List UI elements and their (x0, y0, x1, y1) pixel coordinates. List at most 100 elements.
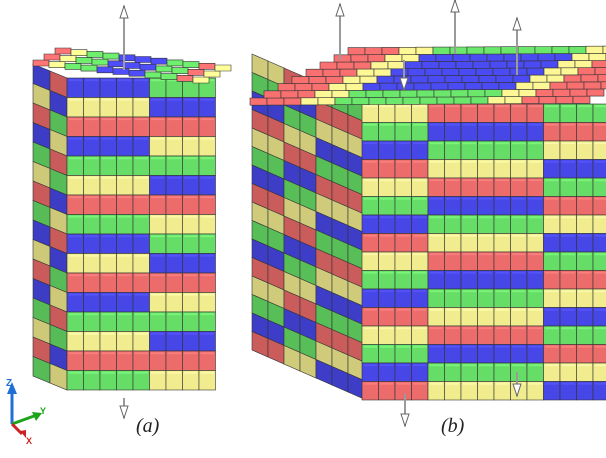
b-top-cell (527, 68, 544, 75)
a-top-cell (177, 75, 193, 81)
a-front-cell-highlight (102, 216, 116, 218)
a-front-cell-highlight (118, 372, 132, 374)
b-front-cell (428, 178, 445, 197)
b-front-cell (527, 326, 544, 345)
a-front-cell-highlight (69, 294, 83, 296)
a-front-cell-highlight (168, 99, 182, 101)
a-front-cell (133, 293, 150, 313)
a-front-cell-highlight (168, 274, 182, 276)
b-front-cell (362, 289, 379, 308)
a-front-cell (117, 176, 134, 196)
a-front-cell-highlight (102, 333, 116, 335)
b-top-cell (349, 90, 366, 97)
b-front-cell-highlight (380, 272, 394, 274)
b-front-cell (560, 271, 577, 290)
a-front-cell-highlight (135, 79, 149, 81)
b-front-cell-highlight (397, 364, 411, 366)
b-front-cell (428, 289, 445, 308)
a-front-cell (67, 98, 84, 118)
a-front-cell-highlight (151, 99, 165, 101)
a-front-cell-highlight (118, 99, 132, 101)
b-front-cell (478, 271, 495, 290)
b-top-cell (250, 98, 267, 105)
b-top-cell (573, 96, 590, 103)
b-front-cell-highlight (397, 272, 411, 274)
b-front-cell-highlight (479, 327, 493, 329)
a-front-cell-highlight (184, 177, 198, 179)
a-front-cell-highlight (85, 372, 99, 374)
b-front-cell (412, 197, 429, 216)
b-front-cell-highlight (463, 272, 477, 274)
a-top-cell (65, 63, 81, 69)
b-front-cell-highlight (529, 235, 543, 237)
b-front-cell (560, 234, 577, 253)
a-front-cell-highlight (118, 294, 132, 296)
a-front-cell-highlight (102, 99, 116, 101)
b-front-cell-highlight (595, 124, 606, 126)
a-top-cell (167, 60, 183, 66)
b-front-cell (461, 178, 478, 197)
b-top-cell (419, 54, 436, 61)
b-front-cell (362, 308, 379, 327)
a-front-cell (84, 332, 101, 352)
b-front-cell (560, 326, 577, 345)
b-front-cell (577, 289, 594, 308)
a-front-cell (67, 273, 84, 293)
b-top-cell (505, 97, 522, 104)
b-front-cell (445, 178, 462, 197)
b-top-cell (589, 53, 606, 60)
a-front-cell (183, 254, 200, 274)
a-front-cell (84, 293, 101, 313)
a-front-cell-highlight (85, 99, 99, 101)
a-front-cell (84, 234, 101, 254)
a-front-cell-highlight (184, 255, 198, 257)
b-front-cell-highlight (397, 346, 411, 348)
b-top-cell (584, 82, 601, 89)
a-top-cell (97, 67, 113, 73)
a-front-cell (199, 215, 216, 235)
a-front-cell-highlight (151, 235, 165, 237)
b-top-cell (496, 75, 513, 82)
b-front-cell (494, 123, 511, 142)
b-front-cell-highlight (446, 235, 460, 237)
b-top-cell (516, 82, 533, 89)
a-front-cell-highlight (168, 333, 182, 335)
b-top-cell (433, 47, 450, 54)
b-front-cell-highlight (578, 309, 592, 311)
b-front-cell (478, 326, 495, 345)
b-top-cell (337, 62, 354, 69)
b-front-cell-highlight (595, 235, 606, 237)
a-front-cell (166, 273, 183, 293)
a-front-cell-highlight (85, 352, 99, 354)
a-front-cell (117, 312, 134, 332)
b-front-cell-highlight (397, 105, 411, 107)
b-front-cell (494, 345, 511, 364)
b-front-cell-highlight (545, 253, 559, 255)
b-front-cell (511, 271, 528, 290)
a-front-cell-highlight (151, 196, 165, 198)
a-front-cell (150, 254, 167, 274)
b-front-cell (395, 308, 412, 327)
a-top-arrow-head (120, 6, 128, 18)
b-front-cell-highlight (562, 179, 576, 181)
b-front-cell-highlight (512, 364, 526, 366)
b-front-cell (511, 326, 528, 345)
b-front-cell-highlight (430, 235, 444, 237)
a-front-cell (166, 332, 183, 352)
b-front-cell (527, 197, 544, 216)
a-front-cell-highlight (135, 138, 149, 140)
a-top-cell (204, 71, 220, 77)
b-top-cell (368, 55, 385, 62)
b-front-cell (362, 363, 379, 382)
a-front-cell-highlight (85, 79, 99, 81)
a-front-cell (199, 98, 216, 118)
a-front-cell-highlight (151, 352, 165, 354)
a-front-cell-highlight (201, 352, 215, 354)
coordinate-triad-icon: Z Y X (6, 378, 46, 446)
b-top-cell (284, 98, 301, 105)
b-front-cell (379, 308, 396, 327)
a-front-cell-highlight (168, 196, 182, 198)
b-front-cell-highlight (446, 216, 460, 218)
b-front-cell (428, 215, 445, 234)
